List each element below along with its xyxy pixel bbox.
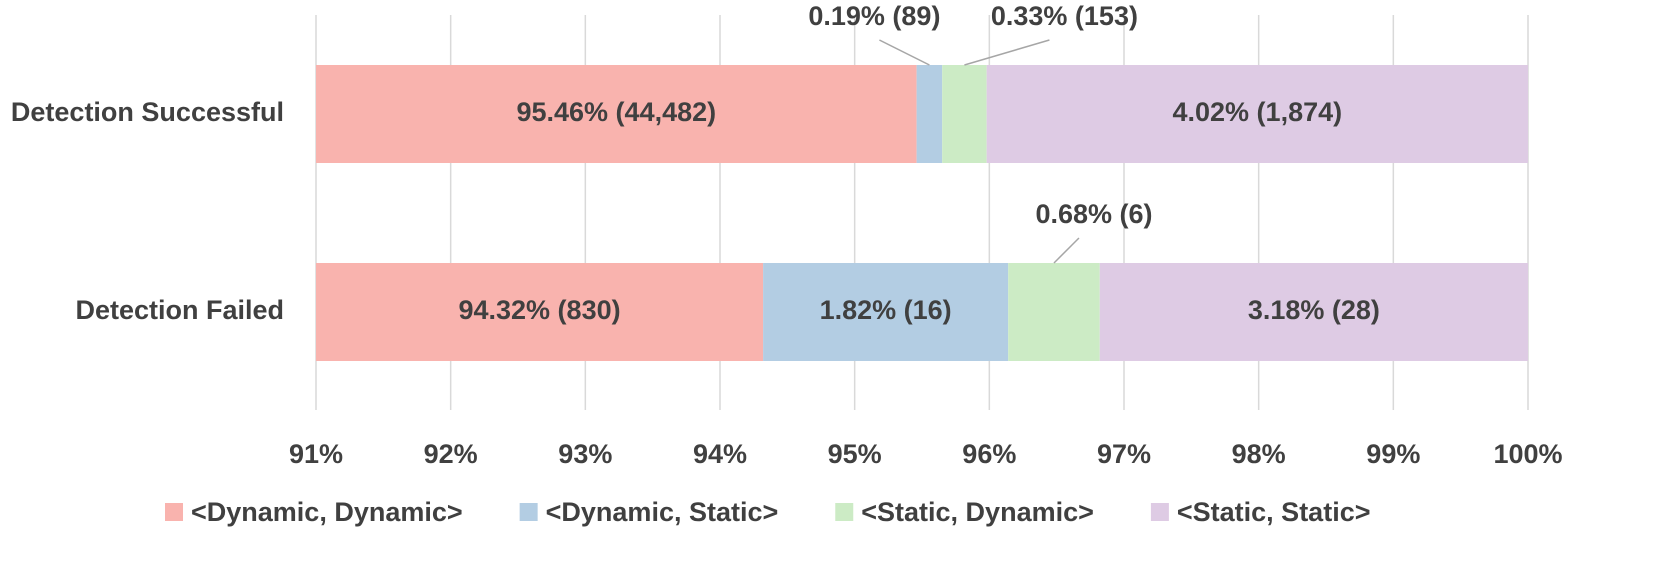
legend-swatch bbox=[519, 503, 538, 521]
x-tick-label: 99% bbox=[1366, 439, 1420, 469]
data-label: 0.68% (6) bbox=[1035, 199, 1152, 229]
bar-segment bbox=[986, 65, 1528, 163]
legend-swatch bbox=[1150, 503, 1169, 521]
x-tick-label: 100% bbox=[1493, 439, 1562, 469]
leader-line bbox=[964, 39, 1050, 66]
leader-line bbox=[1053, 237, 1080, 264]
data-label: 95.46% (44,482) bbox=[516, 97, 716, 127]
legend-label: <Dynamic, Dynamic> bbox=[191, 497, 463, 527]
legend-swatch bbox=[165, 503, 183, 521]
data-label: 0.33% (153) bbox=[991, 1, 1138, 31]
x-tick-label: 94% bbox=[693, 439, 747, 469]
data-label: 94.32% (830) bbox=[458, 295, 620, 325]
bar-segment bbox=[316, 263, 764, 361]
bar-segment bbox=[316, 65, 917, 163]
data-label: 4.02% (1,874) bbox=[1173, 97, 1343, 127]
category-label: Detection Failed bbox=[75, 295, 284, 325]
legend-label: <Static, Static> bbox=[1177, 497, 1371, 527]
bar-segment bbox=[1008, 263, 1100, 361]
x-tick-label: 92% bbox=[424, 439, 478, 469]
bar-segment bbox=[1099, 263, 1528, 361]
x-tick-label: 97% bbox=[1097, 439, 1151, 469]
leader-line bbox=[879, 39, 930, 66]
data-label: 0.19% (89) bbox=[808, 1, 940, 31]
category-label: Detection Successful bbox=[11, 97, 284, 127]
data-label: 3.18% (28) bbox=[1248, 295, 1380, 325]
x-tick-label: 91% bbox=[289, 439, 343, 469]
legend-swatch bbox=[835, 503, 854, 521]
x-tick-label: 95% bbox=[828, 439, 882, 469]
bar-segment bbox=[916, 65, 943, 163]
x-tick-label: 93% bbox=[558, 439, 612, 469]
bar-segment bbox=[763, 263, 1009, 361]
x-tick-label: 96% bbox=[962, 439, 1016, 469]
legend-label: <Dynamic, Static> bbox=[546, 497, 779, 527]
data-label: 1.82% (16) bbox=[820, 295, 952, 325]
x-tick-label: 98% bbox=[1232, 439, 1286, 469]
bar-segment bbox=[942, 65, 987, 163]
legend-label: <Static, Dynamic> bbox=[861, 497, 1094, 527]
